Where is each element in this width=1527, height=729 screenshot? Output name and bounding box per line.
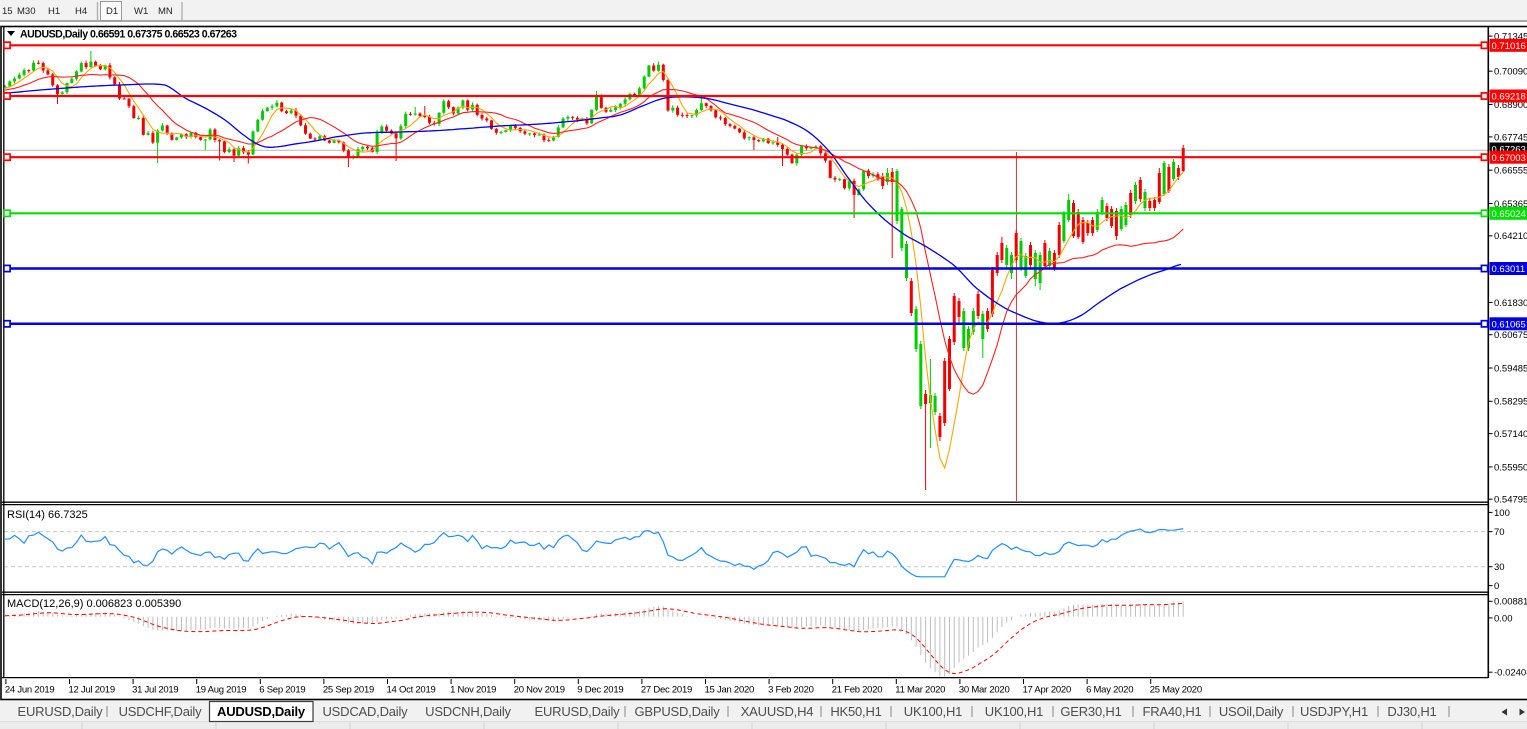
svg-text:0.58295: 0.58295 xyxy=(1494,397,1527,408)
svg-text:30: 30 xyxy=(1494,562,1505,573)
svg-text:0.54795: 0.54795 xyxy=(1494,495,1527,506)
svg-text:XAUUSD,H4: XAUUSD,H4 xyxy=(741,704,814,719)
svg-text:0.67745: 0.67745 xyxy=(1494,132,1527,143)
svg-text:0.00: 0.00 xyxy=(1494,613,1513,624)
svg-text:AUDUSD,Daily: AUDUSD,Daily xyxy=(217,704,306,719)
svg-text:H4: H4 xyxy=(75,6,87,17)
svg-text:MACD(12,26,9) 0.006823 0.00539: MACD(12,26,9) 0.006823 0.005390 xyxy=(7,598,181,610)
svg-text:USDCHF,Daily: USDCHF,Daily xyxy=(119,704,203,719)
svg-text:USOil,Daily: USOil,Daily xyxy=(1219,704,1284,719)
svg-text:D1: D1 xyxy=(106,6,118,17)
svg-text:3 Feb 2020: 3 Feb 2020 xyxy=(768,685,814,696)
svg-text:0.65024: 0.65024 xyxy=(1492,209,1526,220)
svg-text:MN: MN xyxy=(158,6,173,17)
svg-text:FRA40,H1: FRA40,H1 xyxy=(1142,704,1201,719)
svg-text:GBPUSD,Daily: GBPUSD,Daily xyxy=(634,704,720,719)
svg-text:AUDUSD,Daily 0.66591 0.67375: AUDUSD,Daily 0.66591 0.67375 0.66523 0.6… xyxy=(20,29,237,41)
svg-text:M30: M30 xyxy=(17,6,35,17)
svg-text:6 Sep 2019: 6 Sep 2019 xyxy=(259,685,305,696)
svg-text:USDCAD,Daily: USDCAD,Daily xyxy=(322,704,408,719)
svg-text:0.67003: 0.67003 xyxy=(1492,153,1526,164)
svg-text:0.70090: 0.70090 xyxy=(1494,67,1527,78)
svg-text:6 May 2020: 6 May 2020 xyxy=(1086,685,1133,696)
svg-text:USDCNH,Daily: USDCNH,Daily xyxy=(425,704,511,719)
svg-text:0.55950: 0.55950 xyxy=(1494,462,1527,473)
svg-text:0.57140: 0.57140 xyxy=(1494,429,1527,440)
svg-text:0.61830: 0.61830 xyxy=(1494,298,1527,309)
svg-text:15 Jan 2020: 15 Jan 2020 xyxy=(705,685,755,696)
svg-text:100: 100 xyxy=(1494,508,1510,519)
svg-text:70: 70 xyxy=(1494,527,1505,538)
svg-text:25 May 2020: 25 May 2020 xyxy=(1150,685,1202,696)
svg-text:0.68900: 0.68900 xyxy=(1494,100,1527,111)
svg-text:0.008815: 0.008815 xyxy=(1494,597,1527,608)
svg-text:21 Feb 2020: 21 Feb 2020 xyxy=(832,685,883,696)
svg-text:EURUSD,Daily: EURUSD,Daily xyxy=(17,704,103,719)
svg-text:DJ30,H1: DJ30,H1 xyxy=(1387,704,1436,719)
svg-text:0.65365: 0.65365 xyxy=(1494,199,1527,210)
svg-text:20 Nov 2019: 20 Nov 2019 xyxy=(514,685,565,696)
svg-text:12 Jul 2019: 12 Jul 2019 xyxy=(69,685,115,696)
svg-text:HK50,H1: HK50,H1 xyxy=(830,704,881,719)
svg-text:24 Jun 2019: 24 Jun 2019 xyxy=(5,685,55,696)
svg-text:0.60675: 0.60675 xyxy=(1494,330,1527,341)
svg-text:0.69218: 0.69218 xyxy=(1492,92,1526,103)
svg-text:EURUSD,Daily: EURUSD,Daily xyxy=(534,704,620,719)
svg-text:0.66555: 0.66555 xyxy=(1494,166,1527,177)
svg-text:15: 15 xyxy=(2,6,13,17)
svg-text:-0.02408: -0.02408 xyxy=(1494,668,1527,679)
svg-text:11 Mar 2020: 11 Mar 2020 xyxy=(895,685,945,696)
svg-text:27 Dec 2019: 27 Dec 2019 xyxy=(641,685,692,696)
svg-text:GER30,H1: GER30,H1 xyxy=(1060,704,1121,719)
svg-text:0.67263: 0.67263 xyxy=(1492,145,1526,156)
svg-text:9 Dec 2019: 9 Dec 2019 xyxy=(577,685,623,696)
svg-text:0: 0 xyxy=(1494,581,1499,592)
svg-text:0.63011: 0.63011 xyxy=(1492,264,1526,275)
svg-text:0.64210: 0.64210 xyxy=(1494,231,1527,242)
svg-text:0.71345: 0.71345 xyxy=(1494,32,1527,43)
svg-text:31 Jul 2019: 31 Jul 2019 xyxy=(132,685,178,696)
svg-text:W1: W1 xyxy=(134,6,148,17)
svg-text:17 Apr 2020: 17 Apr 2020 xyxy=(1023,685,1072,696)
svg-text:30 Mar 2020: 30 Mar 2020 xyxy=(959,685,1010,696)
svg-text:UK100,H1: UK100,H1 xyxy=(985,704,1043,719)
svg-text:RSI(14) 66.7325: RSI(14) 66.7325 xyxy=(7,509,88,521)
svg-text:UK100,H1: UK100,H1 xyxy=(904,704,962,719)
svg-text:1 Nov 2019: 1 Nov 2019 xyxy=(450,685,496,696)
svg-text:25 Sep 2019: 25 Sep 2019 xyxy=(323,685,374,696)
svg-text:14 Oct 2019: 14 Oct 2019 xyxy=(387,685,436,696)
svg-text:H1: H1 xyxy=(48,6,60,17)
svg-text:0.71016: 0.71016 xyxy=(1492,41,1526,52)
svg-text:USDJPY,H1: USDJPY,H1 xyxy=(1300,704,1368,719)
svg-text:0.59485: 0.59485 xyxy=(1494,363,1527,374)
svg-text:19 Aug 2019: 19 Aug 2019 xyxy=(196,685,247,696)
svg-text:0.61065: 0.61065 xyxy=(1492,319,1526,330)
